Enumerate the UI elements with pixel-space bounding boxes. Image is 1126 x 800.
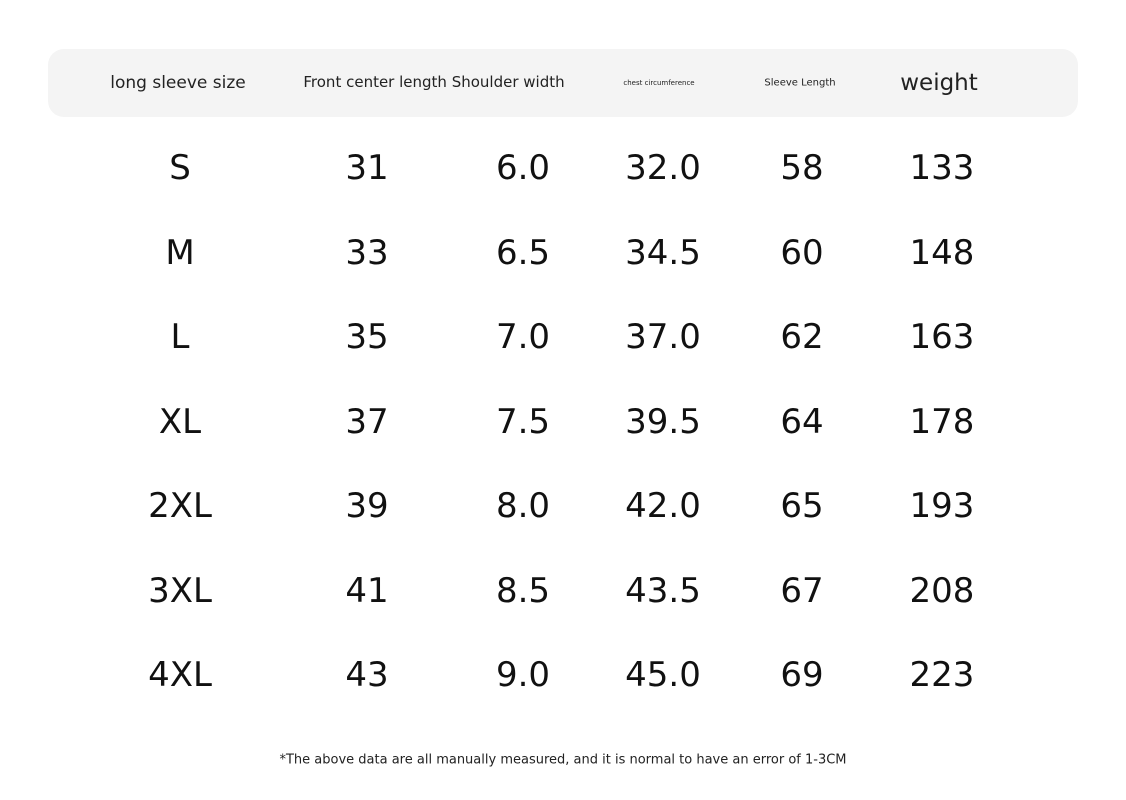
table-cell: 178 [909,401,975,442]
header-chest: chest circumference [623,79,695,87]
table-cell: 7.0 [495,317,551,357]
table-cell: 193 [909,486,975,526]
table-cell: 45.0 [625,655,701,695]
header-weight: weight [900,70,978,96]
table-cell: M [165,232,195,273]
table-cell: 6.5 [495,232,551,273]
table-cell: 39.5 [625,401,701,442]
table-cell: L [170,317,190,357]
table-cell: 69 [780,655,824,695]
header-sleeve: Sleeve Length [764,77,836,89]
table-cell: 67 [780,570,824,611]
footnote: *The above data are all manually measure… [279,752,847,768]
table-cell: 60 [780,232,824,273]
table-header [48,49,1078,117]
table-cell: 163 [909,317,975,357]
table-cell: 33 [345,232,389,273]
header-front-length-shoulder: Front center length Shoulder width [303,73,565,91]
table-cell: 133 [909,148,975,188]
table-cell: 208 [909,570,975,611]
table-cell: XL [158,401,202,442]
table-cell: 31 [345,148,389,188]
table-cell: 223 [909,655,975,695]
table-cell: 64 [780,401,824,442]
table-cell: 35 [345,317,389,357]
table-cell: 3XL [148,570,212,611]
table-cell: 37.0 [625,317,701,357]
table-cell: S [169,148,191,188]
table-cell: 43 [345,655,389,695]
table-cell: 6.0 [495,148,551,188]
table-cell: 43.5 [625,570,701,611]
table-cell: 34.5 [625,232,701,273]
table-cell: 58 [780,148,824,188]
table-cell: 8.0 [495,486,551,526]
table-cell: 65 [780,486,824,526]
table-cell: 42.0 [625,486,701,526]
table-cell: 62 [780,317,824,357]
table-cell: 4XL [148,655,212,695]
table-cell: 148 [909,232,975,273]
table-cell: 32.0 [625,148,701,188]
table-cell: 37 [345,401,389,442]
header-size: long sleeve size [110,73,246,93]
table-cell: 41 [345,570,389,611]
table-cell: 7.5 [495,401,551,442]
table-cell: 39 [345,486,389,526]
table-cell: 2XL [148,486,212,526]
table-cell: 8.5 [495,570,551,611]
table-cell: 9.0 [495,655,551,695]
